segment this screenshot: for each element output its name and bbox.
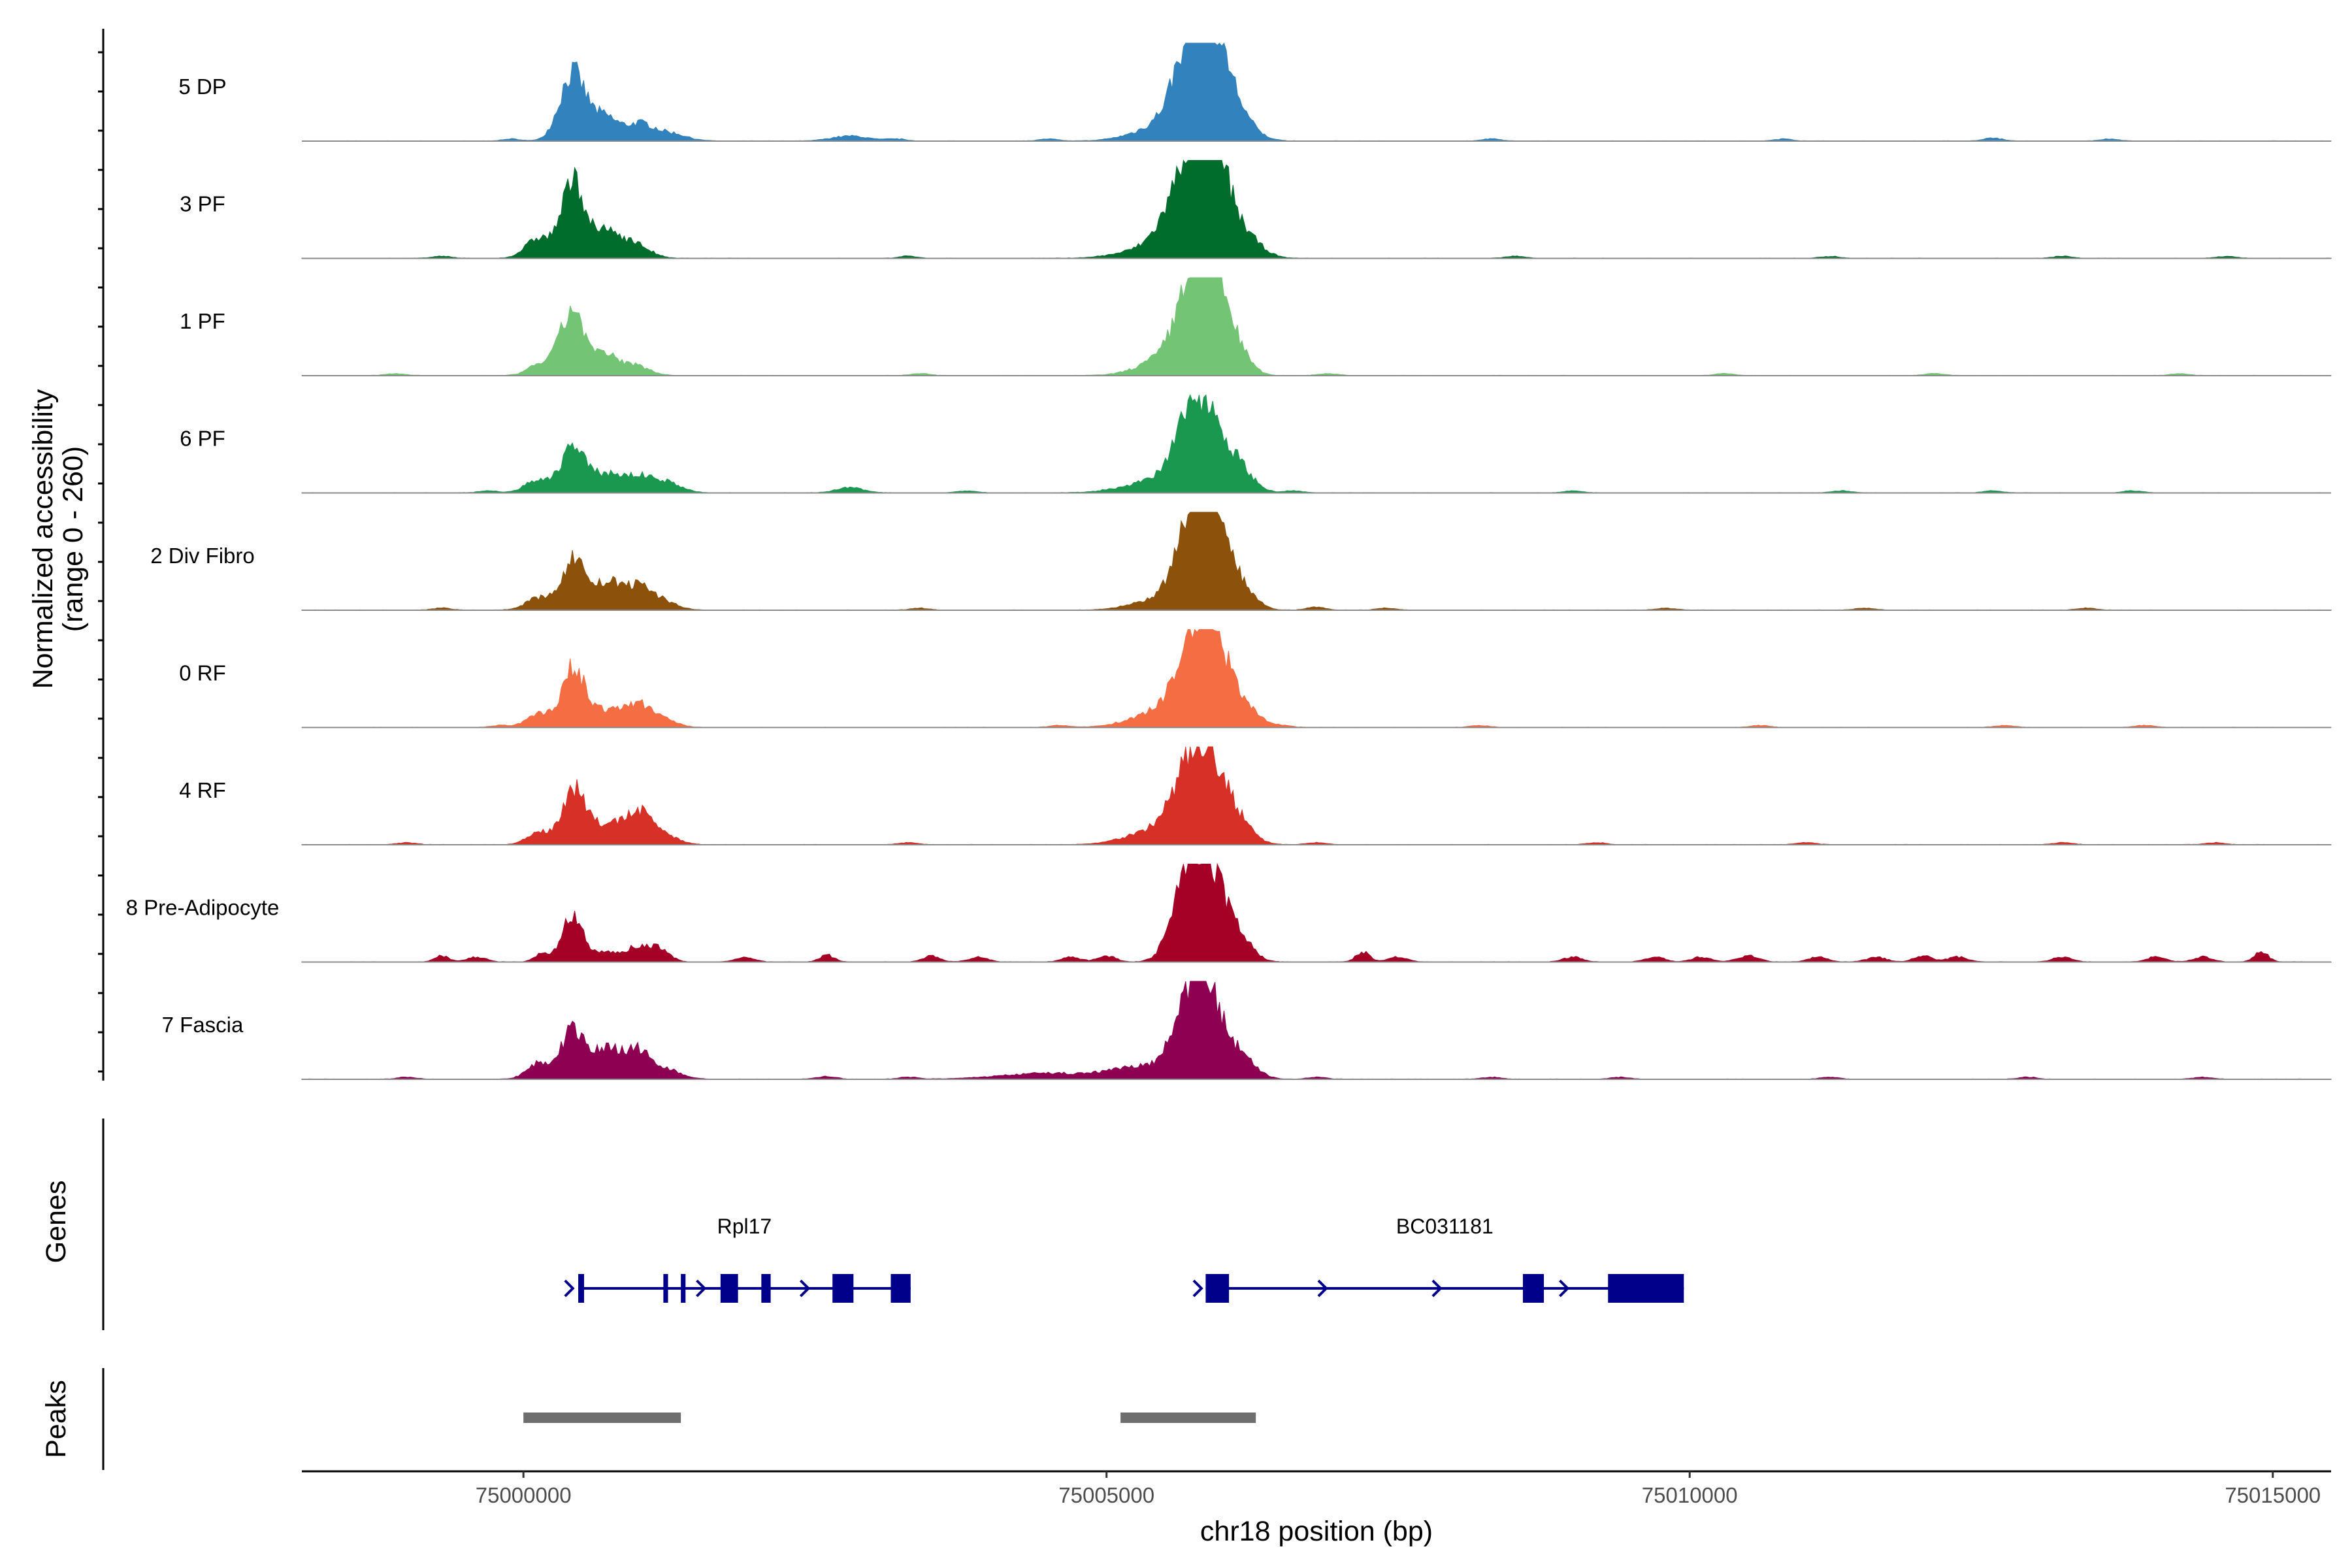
x-axis: 75000000 75005000 75010000 75015000: [302, 1470, 2331, 1507]
coverage-tracks: 5 DP 3 PF 1 PF 6 PF 2 Div Fibro 0 RF 4 RF 8 Pre…: [98, 29, 2332, 1081]
gene-exon: [761, 1274, 771, 1303]
peak-regions-track: [102, 1368, 1256, 1470]
strand-arrow: [1431, 1279, 1443, 1298]
gene-annotation-track: Rpl17 BC031181: [102, 1119, 1684, 1330]
track-label: 2 Div Fibro: [150, 544, 255, 568]
track-0-rf: 0 RF: [179, 629, 2332, 728]
track-label: 5 DP: [178, 74, 226, 99]
strand-arrow: [1192, 1279, 1203, 1298]
strand-arrow: [564, 1279, 575, 1298]
gene-exon: [1522, 1274, 1544, 1303]
track-3-pf: 3 PF: [180, 159, 2332, 259]
gene-exon: [681, 1274, 686, 1303]
x-tick-label: 75000000: [476, 1483, 572, 1507]
track-label: 6 PF: [180, 427, 225, 451]
track-2-div-fibro: 2 Div Fibro: [150, 512, 2332, 611]
track-label: 8 Pre-Adipocyte: [126, 896, 280, 920]
gene-exon: [663, 1274, 668, 1303]
gene-exon: [578, 1274, 584, 1303]
y-axis-title-line2: (range 0 - 260): [57, 446, 89, 632]
gene-rpl17: Rpl17: [564, 1215, 911, 1303]
gene-exon: [1205, 1274, 1230, 1303]
strand-arrow: [1559, 1279, 1570, 1298]
peaks-panel-label: Peaks: [41, 1380, 72, 1458]
track-5-dp: 5 DP: [178, 42, 2332, 142]
gene-exon: [832, 1274, 854, 1303]
gene-label: BC031181: [1396, 1215, 1494, 1238]
genes-panel-label: Genes: [41, 1181, 72, 1264]
track-label: 1 PF: [180, 309, 225, 333]
track-8-pre-adipocyte: 8 Pre-Adipocyte: [126, 862, 2332, 963]
gene-label: Rpl17: [717, 1215, 772, 1238]
gene-exon: [1608, 1274, 1684, 1303]
gene-bc031181: BC031181: [1192, 1215, 1684, 1303]
track-4-rf: 4 RF: [179, 746, 2332, 845]
gene-exon: [720, 1274, 738, 1303]
y-axis: [98, 29, 105, 1081]
x-tick-label: 75015000: [2225, 1483, 2321, 1507]
track-1-pf: 1 PF: [180, 277, 2332, 376]
strand-arrow: [799, 1279, 811, 1298]
strand-arrow: [696, 1279, 707, 1298]
peak-region: [523, 1413, 681, 1423]
track-6-pf: 6 PF: [180, 394, 2331, 494]
track-label: 3 PF: [180, 192, 225, 216]
track-label: 4 RF: [179, 778, 226, 802]
track-7-fascia: 7 Fascia: [162, 981, 2332, 1080]
gene-exon: [890, 1274, 911, 1303]
x-tick-label: 75005000: [1058, 1483, 1154, 1507]
x-axis-title: chr18 position (bp): [1200, 1516, 1433, 1547]
peak-region: [1120, 1413, 1256, 1423]
track-label: 7 Fascia: [162, 1013, 244, 1037]
track-label: 0 RF: [179, 661, 226, 685]
y-axis-title-line1: Normalized accessibility: [27, 389, 59, 689]
x-tick-label: 75010000: [1642, 1483, 1738, 1507]
strand-arrow: [1317, 1279, 1328, 1298]
